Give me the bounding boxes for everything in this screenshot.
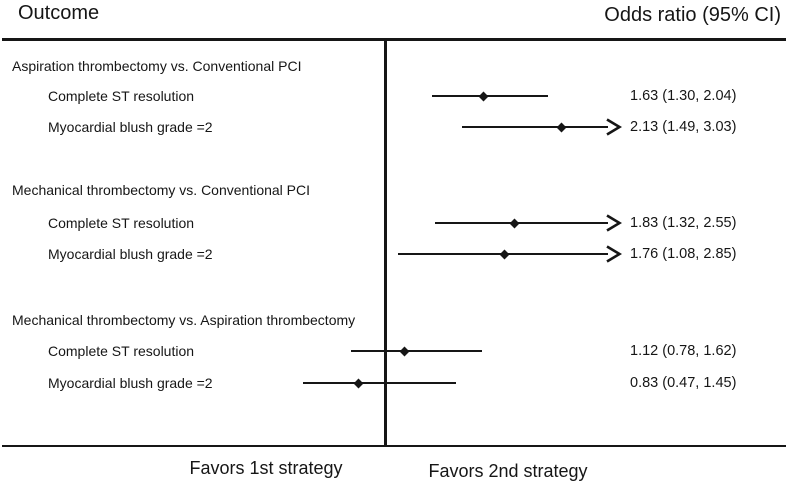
ci-line bbox=[432, 94, 548, 98]
arrow-right-icon bbox=[605, 214, 623, 232]
ci-line bbox=[435, 221, 608, 225]
row-label: Complete ST resolution bbox=[48, 88, 195, 104]
ci-line bbox=[461, 125, 608, 129]
or-value: 1.83 (1.32, 2.55) bbox=[630, 215, 737, 231]
row-label: Complete ST resolution bbox=[48, 215, 195, 231]
arrow-right-icon bbox=[605, 118, 623, 136]
or-value: 1.63 (1.30, 2.04) bbox=[630, 88, 737, 104]
row-label: Myocardial blush grade =2 bbox=[48, 375, 213, 391]
row-label: Complete ST resolution bbox=[48, 343, 195, 359]
column-header-odds-ratio: Odds ratio (95% CI) bbox=[604, 4, 781, 26]
or-value: 2.13 (1.49, 3.03) bbox=[630, 119, 737, 135]
point-estimate-marker bbox=[399, 346, 410, 356]
favors-2nd-label: Favors 2nd strategy bbox=[428, 461, 588, 481]
favors-1st-label: Favors 1st strategy bbox=[189, 458, 343, 478]
or-value: 0.83 (0.47, 1.45) bbox=[630, 375, 737, 391]
point-estimate-marker bbox=[510, 218, 520, 228]
column-header-outcome: Outcome bbox=[18, 2, 100, 24]
group-label: Aspiration thrombectomy vs. Conventional… bbox=[12, 58, 302, 74]
group-label: Mechanical thrombectomy vs. Aspiration t… bbox=[12, 312, 356, 328]
ci-line bbox=[351, 349, 483, 353]
ci-line bbox=[302, 381, 456, 385]
group-label: Mechanical thrombectomy vs. Conventional… bbox=[12, 182, 311, 198]
or-value: 1.12 (0.78, 1.62) bbox=[630, 343, 737, 359]
axis-baseline bbox=[2, 445, 786, 447]
arrow-right-icon bbox=[605, 245, 623, 263]
or-value: 1.76 (1.08, 2.85) bbox=[630, 246, 737, 262]
point-estimate-marker bbox=[556, 122, 567, 132]
null-effect-line bbox=[384, 40, 387, 447]
point-estimate-marker bbox=[478, 91, 489, 101]
row-label: Myocardial blush grade =2 bbox=[48, 119, 213, 135]
header-divider bbox=[2, 38, 786, 41]
point-estimate-marker bbox=[499, 249, 509, 259]
point-estimate-marker bbox=[354, 378, 364, 388]
row-label: Myocardial blush grade =2 bbox=[48, 246, 213, 262]
